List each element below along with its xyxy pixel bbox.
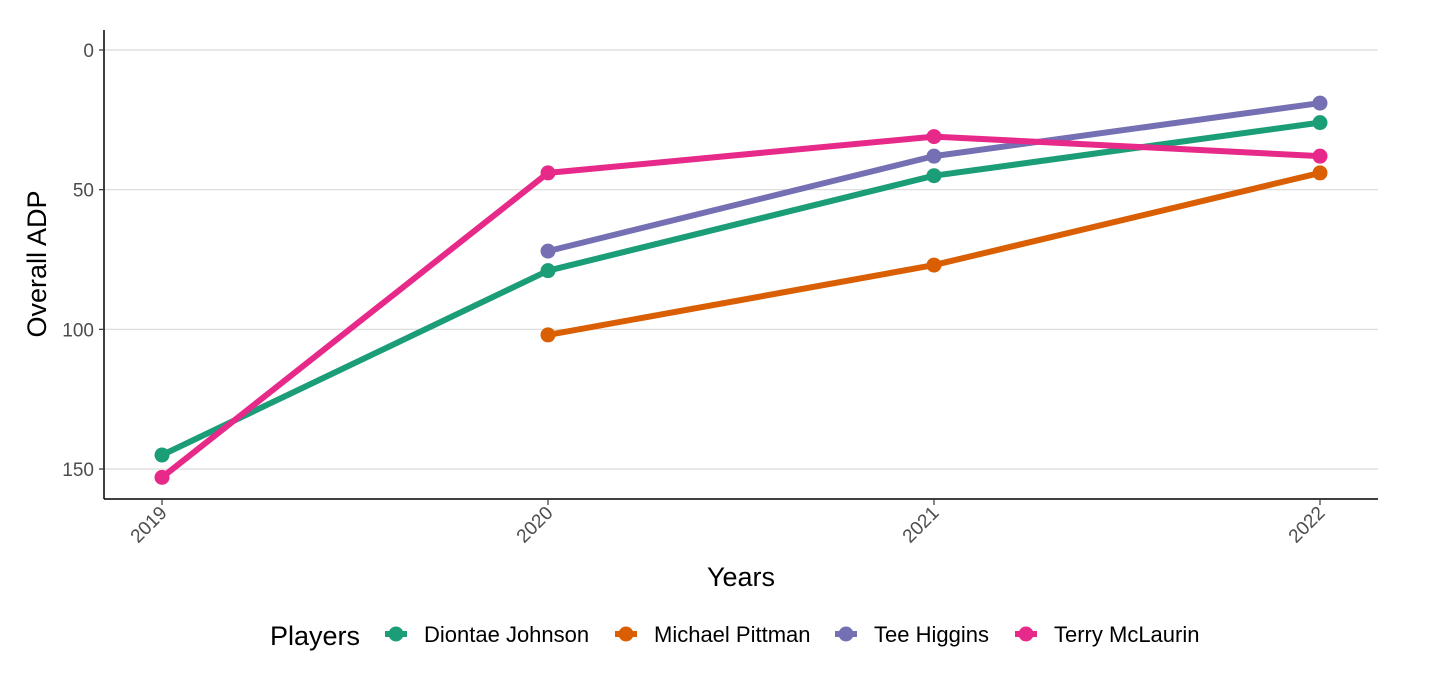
data-point-terry-mclaurin [540, 165, 556, 181]
x-tick-label: 2022 [1285, 503, 1330, 548]
series-line-michael-pittman [545, 169, 1323, 338]
y-tick-label: 0 [83, 41, 94, 62]
x-axis-title: Years [707, 562, 775, 592]
legend-key-point [1018, 626, 1034, 642]
data-point-tee-higgins [1312, 95, 1328, 111]
series-michael-pittman [540, 165, 1328, 343]
legend-item-michael-pittman: Michael Pittman [615, 622, 811, 647]
series [154, 95, 1328, 485]
y-tick-label: 100 [62, 320, 94, 341]
legend-item-diontae-johnson: Diontae Johnson [385, 622, 589, 647]
legend-key-point [618, 626, 634, 642]
legend-items: Diontae Johnson Michael Pittman Tee Higgin… [385, 622, 1199, 647]
x-ticks: 2019 2020 2021 2022 [127, 499, 1330, 547]
axes [103, 30, 1378, 500]
legend-label: Tee Higgins [874, 622, 989, 647]
data-point-diontae-johnson [154, 447, 170, 463]
data-point-diontae-johnson [540, 263, 556, 279]
y-tick-label: 50 [73, 181, 94, 202]
x-tick-label: 2019 [127, 503, 172, 548]
y-axis-title: Overall ADP [22, 190, 52, 337]
series-tee-higgins [540, 95, 1328, 259]
data-point-michael-pittman [1312, 165, 1328, 181]
gridlines [104, 49, 1378, 470]
x-tick-label: 2020 [513, 503, 558, 548]
y-ticks: 0 50 100 150 [62, 41, 104, 481]
series-diontae-johnson [154, 115, 1328, 463]
data-point-tee-higgins [926, 148, 942, 164]
legend-key-point [388, 626, 404, 642]
legend-item-tee-higgins: Tee Higgins [835, 622, 989, 647]
legend-item-terry-mclaurin: Terry McLaurin [1015, 622, 1199, 647]
series-terry-mclaurin [154, 129, 1328, 485]
legend-title: Players [270, 621, 360, 651]
data-point-diontae-johnson [1312, 115, 1328, 131]
series-line-terry-mclaurin [159, 133, 1323, 481]
data-point-terry-mclaurin [1312, 148, 1328, 164]
data-point-diontae-johnson [926, 168, 942, 184]
legend: Players Diontae Johnson Michael Pittman Te… [270, 621, 1199, 651]
data-point-tee-higgins [540, 243, 556, 259]
legend-label: Michael Pittman [654, 622, 811, 647]
x-tick-label: 2021 [899, 503, 944, 548]
data-point-michael-pittman [926, 257, 942, 273]
data-point-michael-pittman [540, 327, 556, 343]
legend-label: Diontae Johnson [424, 622, 589, 647]
y-tick-label: 150 [62, 460, 94, 481]
data-point-terry-mclaurin [154, 469, 170, 485]
series-line-diontae-johnson [159, 119, 1323, 459]
legend-label: Terry McLaurin [1054, 622, 1199, 647]
legend-key-point [838, 626, 854, 642]
data-point-terry-mclaurin [926, 129, 942, 145]
